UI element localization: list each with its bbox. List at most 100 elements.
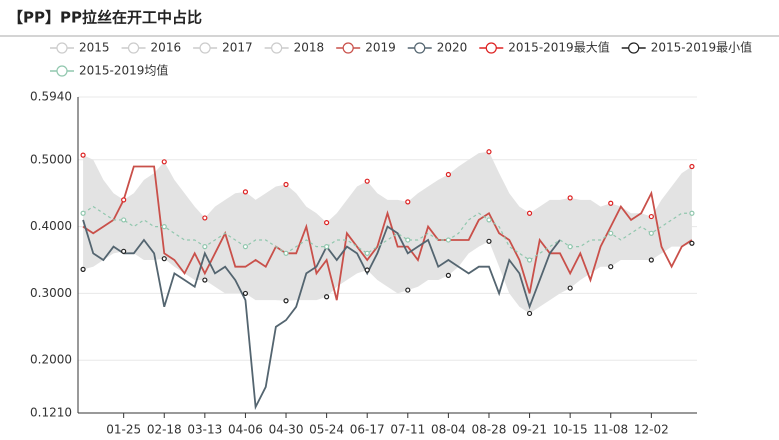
legend-label: 2020 [437, 41, 468, 55]
x-tick-label: 06-17 [350, 423, 385, 437]
y-tick-label: 0.1210 [30, 406, 72, 420]
legend-item: 2019 [336, 41, 396, 55]
legend-label: 2019 [365, 41, 396, 55]
legend-swatch-marker [56, 65, 68, 77]
series-marker [405, 237, 411, 243]
series-marker [161, 224, 167, 230]
series-marker [567, 244, 573, 250]
legend-label: 2018 [294, 41, 325, 55]
legend-item: 2016 [121, 41, 182, 55]
legend-swatch-marker [199, 42, 211, 54]
series-marker [283, 298, 289, 304]
series-marker [121, 197, 127, 203]
series-marker [648, 213, 654, 220]
legend-swatch-marker [485, 42, 497, 54]
series-marker [364, 267, 370, 273]
series-marker [445, 272, 451, 278]
legend-swatch-marker [271, 42, 283, 54]
y-tick-label: 0.2000 [30, 353, 72, 367]
series-marker [405, 199, 411, 205]
series-marker [242, 189, 249, 195]
series-marker [324, 244, 330, 250]
x-tick-label: 10-15 [553, 423, 588, 437]
series-marker [121, 248, 127, 254]
series-marker [242, 244, 249, 250]
series-marker [283, 250, 289, 256]
x-tick-label: 09-21 [512, 423, 547, 437]
y-tick-label: 0.3000 [30, 286, 72, 300]
series-marker [526, 310, 533, 317]
x-tick-label: 08-04 [431, 423, 466, 437]
series-marker [608, 200, 614, 206]
legend-item: 2015 [50, 41, 110, 55]
series-marker [648, 230, 654, 236]
series-marker [445, 171, 451, 178]
x-tick-label: 12-02 [634, 423, 669, 437]
legend-swatch-marker [127, 42, 140, 54]
series-marker [80, 266, 86, 272]
legend-item: 2017 [193, 41, 253, 55]
series-marker [161, 256, 167, 262]
y-tick-label: 0.4000 [30, 219, 72, 233]
legend-item: 2015-2019最大值 [479, 40, 610, 55]
series-marker [364, 178, 370, 184]
series-marker [486, 149, 492, 155]
x-tick-label: 04-30 [269, 423, 304, 437]
series-marker [242, 290, 249, 297]
series-marker [121, 217, 127, 223]
series-marker [324, 294, 330, 300]
legend-label: 2015-2019最大值 [508, 40, 609, 55]
legend-label: 2015 [79, 41, 110, 55]
legend-label: 2017 [222, 41, 253, 55]
series-marker [608, 264, 614, 270]
legend-swatch-marker [628, 42, 640, 54]
series-marker [486, 217, 492, 223]
series-marker [324, 219, 330, 226]
legend-label: 2016 [151, 41, 182, 55]
series-marker [80, 210, 86, 216]
legend-item: 2015-2019最小值 [621, 40, 752, 55]
legend-item: 2018 [264, 41, 325, 55]
legend-item: 2020 [407, 41, 468, 55]
series-marker [608, 230, 614, 236]
x-tick-label: 04-06 [228, 423, 263, 437]
series-marker [689, 240, 695, 246]
legend-label: 2015-2019最小值 [651, 40, 752, 55]
series-marker [202, 244, 208, 250]
legend-swatch-marker [414, 42, 426, 54]
series-marker [689, 163, 695, 170]
series-marker [161, 159, 167, 165]
legend-label: 2015-2019均值 [79, 63, 168, 78]
series-marker [283, 181, 289, 188]
series-marker [689, 210, 695, 216]
series-line [82, 219, 561, 411]
legend-swatch-marker [56, 42, 68, 54]
series-marker [80, 152, 86, 158]
series-line [82, 165, 693, 301]
legend-swatch-marker [342, 42, 354, 54]
series-marker [526, 210, 533, 216]
x-tick-label: 11-08 [593, 423, 628, 437]
series-marker [648, 257, 654, 263]
x-tick-label: 01-25 [106, 423, 141, 437]
x-tick-label: 08-28 [472, 423, 507, 437]
series-marker [202, 277, 208, 283]
series-marker [405, 287, 411, 293]
series-marker [445, 237, 451, 243]
series-marker [202, 215, 208, 221]
series-marker [567, 285, 573, 291]
series-marker [364, 250, 370, 256]
x-tick-label: 07-11 [390, 423, 425, 437]
series-marker [486, 238, 492, 244]
y-tick-label: 0.5000 [30, 152, 72, 166]
series-marker [567, 195, 573, 201]
range-band [83, 151, 692, 314]
series-marker [526, 257, 533, 263]
x-tick-label: 05-24 [309, 423, 344, 437]
legend-item: 2015-2019均值 [50, 63, 168, 78]
chart-title: 【PP】PP拉丝在开工中占比 [8, 9, 202, 27]
x-tick-label: 02-18 [147, 423, 182, 437]
y-tick-label: 0.5940 [30, 90, 72, 104]
x-tick-label: 03-13 [187, 423, 222, 437]
